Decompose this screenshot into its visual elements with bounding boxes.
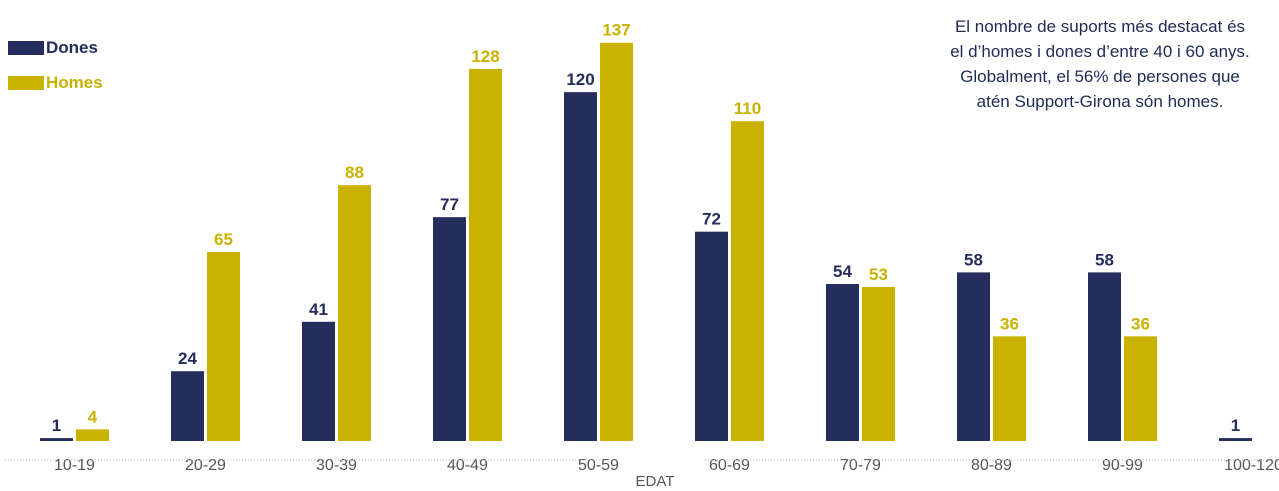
- data-label-dones-80-89: 58: [964, 250, 983, 269]
- tick-label-10-19: 10-19: [54, 457, 95, 474]
- data-label-dones-40-49: 77: [440, 195, 459, 214]
- bar-dones-20-29: [171, 371, 204, 441]
- data-label-homes-30-39: 88: [345, 163, 364, 182]
- tick-label-80-89: 80-89: [971, 457, 1012, 474]
- chart-note: El nombre de suports més destacat és el …: [840, 14, 1279, 114]
- data-label-dones-100-120: 1: [1231, 416, 1240, 435]
- note-line-1: El nombre de suports més destacat és: [954, 17, 1246, 36]
- bar-dones-40-49: [433, 217, 466, 441]
- note-line-4: atén Support-Girona són homes.: [976, 92, 1224, 111]
- data-label-homes-60-69: 110: [734, 99, 761, 118]
- data-label-dones-60-69: 72: [702, 210, 721, 229]
- tick-label-70-79: 70-79: [840, 457, 881, 474]
- bar-dones-50-59: [564, 92, 597, 442]
- legend-swatch-dones: [8, 41, 44, 55]
- data-label-dones-20-29: 24: [178, 349, 197, 368]
- note-line-3: Globalment, el 56% de persones que: [960, 67, 1240, 86]
- bar-homes-90-99: [1124, 336, 1157, 441]
- tick-label-90-99: 90-99: [1102, 457, 1143, 474]
- data-label-homes-70-79: 53: [869, 265, 888, 284]
- bar-homes-10-19: [76, 429, 109, 441]
- bar-dones-80-89: [957, 272, 990, 441]
- x-axis-label: EDAT: [636, 473, 675, 490]
- data-label-dones-10-19: 1: [52, 416, 61, 435]
- note-line-2: el d’homes i dones d’entre 40 i 60 anys.: [950, 42, 1250, 61]
- data-label-dones-30-39: 41: [309, 300, 328, 319]
- bar-dones-10-19: [40, 438, 73, 441]
- tick-label-100-120: 100-120: [1224, 457, 1279, 474]
- tick-label-20-29: 20-29: [185, 457, 226, 474]
- bar-homes-80-89: [993, 336, 1026, 441]
- bar-dones-70-79: [826, 284, 859, 441]
- bar-homes-40-49: [469, 68, 502, 441]
- data-label-homes-80-89: 36: [1000, 314, 1019, 333]
- data-label-homes-40-49: 128: [471, 47, 499, 66]
- bar-homes-20-29: [207, 252, 240, 441]
- bar-dones-30-39: [302, 321, 335, 441]
- legend-swatch-homes: [8, 76, 44, 90]
- bar-homes-30-39: [338, 185, 371, 441]
- tick-label-50-59: 50-59: [578, 457, 619, 474]
- data-label-dones-90-99: 58: [1095, 250, 1114, 269]
- data-label-dones-70-79: 54: [833, 262, 852, 281]
- data-label-homes-90-99: 36: [1131, 314, 1150, 333]
- data-label-homes-10-19: 4: [88, 407, 98, 426]
- tick-label-60-69: 60-69: [709, 457, 750, 474]
- tick-label-30-39: 30-39: [316, 457, 357, 474]
- legend-item-dones: Dones: [8, 38, 98, 58]
- bar-dones-60-69: [695, 231, 728, 441]
- bar-dones-100-120: [1219, 438, 1252, 441]
- bars-group: 1 4 24 65 41 88 77 128 120 137 72 110 54 53 58 36 58 36 1: [40, 21, 1252, 442]
- bar-dones-90-99: [1088, 272, 1121, 441]
- legend-label-dones: Dones: [46, 38, 98, 57]
- bar-homes-50-59: [600, 42, 633, 441]
- data-label-homes-50-59: 137: [602, 21, 630, 40]
- legend-label-homes: Homes: [46, 73, 103, 92]
- bar-homes-70-79: [862, 286, 895, 441]
- tick-labels-group: 10-19 20-29 30-39 40-49 50-59 60-69 70-79 80-89…: [54, 457, 1279, 474]
- data-label-dones-50-59: 120: [566, 70, 594, 89]
- legend-item-homes: Homes: [8, 73, 103, 93]
- tick-label-40-49: 40-49: [447, 457, 488, 474]
- bar-homes-60-69: [731, 121, 764, 441]
- data-label-homes-20-29: 65: [214, 230, 233, 249]
